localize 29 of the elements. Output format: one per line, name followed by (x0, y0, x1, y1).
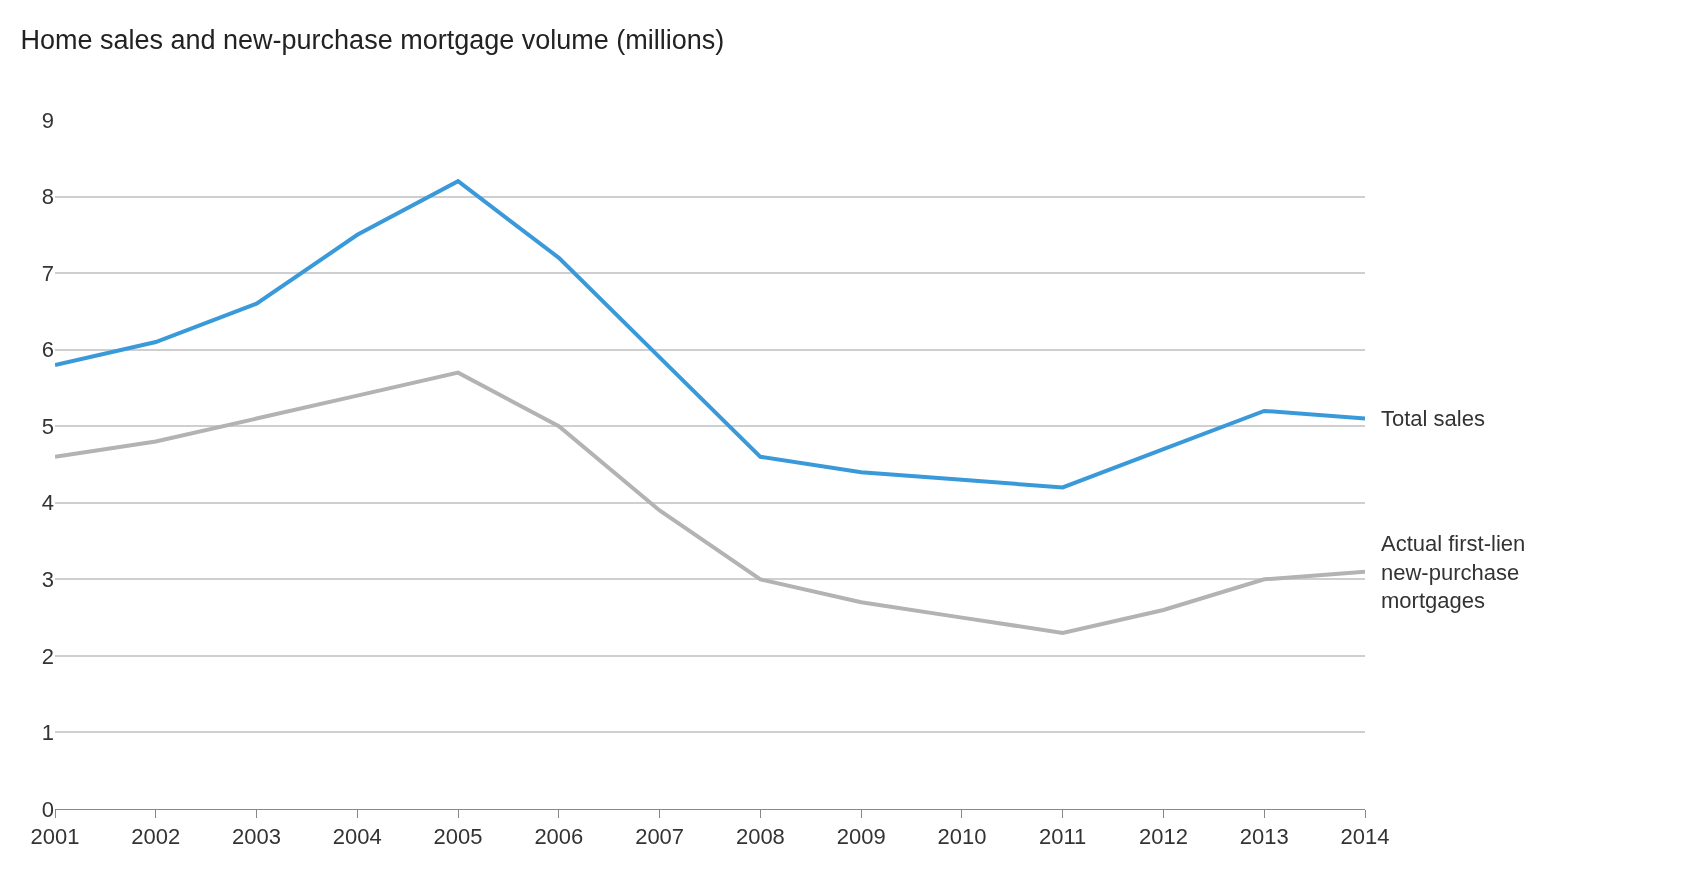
series-label: Total sales (1381, 406, 1485, 431)
y-tick-label: 2 (41, 643, 54, 669)
y-tick-label: 1 (41, 720, 54, 746)
y-tick-label: 8 (41, 184, 54, 210)
x-tick-label: 2006 (534, 824, 584, 850)
y-tick-label: 6 (41, 337, 54, 363)
x-tick-label: 2012 (1138, 824, 1188, 850)
x-tick-label: 2008 (735, 824, 785, 850)
x-tick-label: 2010 (937, 824, 987, 850)
x-tick-label: 2004 (332, 824, 382, 850)
x-tick-label: 2011 (1039, 824, 1087, 850)
x-tick-label: 2003 (232, 824, 282, 850)
x-tick-label: 2009 (836, 824, 886, 850)
y-tick-label: 7 (41, 260, 54, 286)
x-tick-label: 2013 (1239, 824, 1289, 850)
x-tick-label: 2007 (635, 824, 685, 850)
series-label: Actual first-lien new-purchase mortgages (1381, 531, 1526, 614)
y-tick-label: 3 (41, 567, 54, 593)
x-tick-label: 2001 (30, 824, 80, 850)
y-tick-label: 4 (41, 490, 54, 516)
line-series (55, 179, 1365, 490)
chart-title: Home sales and new-purchase mortgage volume (millions) (20, 25, 725, 56)
y-tick-label: 5 (41, 413, 54, 439)
x-tick-label: 2014 (1340, 824, 1390, 850)
y-tick-label: 9 (41, 107, 54, 133)
x-tick-label: 2002 (131, 824, 181, 850)
line-series (55, 370, 1365, 635)
x-tick-label: 2005 (433, 824, 483, 850)
y-tick-label: 0 (41, 796, 54, 822)
